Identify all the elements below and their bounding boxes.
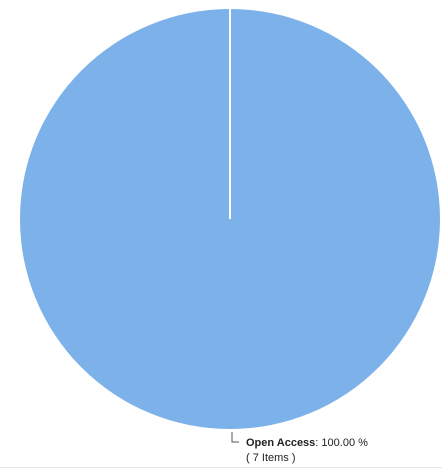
slice-label-count: ( 7 Items ) <box>246 452 296 464</box>
label-leader-line <box>231 432 239 443</box>
slice-label-name: Open Access <box>246 437 315 449</box>
bottom-divider <box>0 467 442 468</box>
slice-label: Open Access: 100.00 % <box>246 437 368 449</box>
slice-label-separator: : <box>315 437 321 449</box>
slice-label-percent: 100.00 % <box>321 437 368 449</box>
